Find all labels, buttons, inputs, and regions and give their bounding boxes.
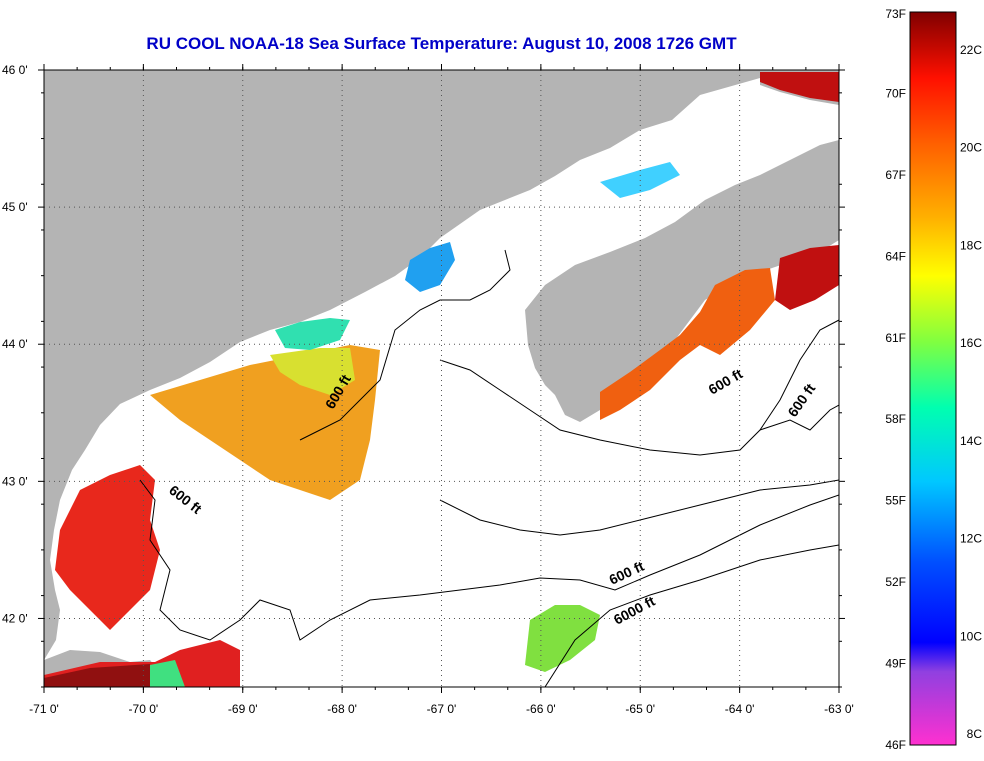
sst-patch-nova-scotia-south (600, 268, 775, 420)
sst-patch-northeast (760, 72, 839, 102)
colorbar-c-label: 16C (960, 336, 982, 350)
sst-patch-georges (525, 605, 600, 672)
lon-tick-label: -70 0' (129, 702, 159, 716)
chart-title: RU COOL NOAA-18 Sea Surface Temperature:… (146, 34, 737, 53)
colorbar-f-label: 52F (885, 575, 906, 589)
lat-tick-label: 44 0' (2, 337, 28, 351)
colorbar-f-label: 73F (885, 7, 906, 21)
colorbar-f-label: 64F (885, 249, 906, 263)
lon-tick-label: -65 0' (625, 702, 655, 716)
lat-tick-label: 45 0' (2, 200, 28, 214)
sst-patch-south-dark (44, 664, 150, 687)
lat-tick-label: 46 0' (2, 63, 28, 77)
lon-ticks: -71 0' -70 0' -69 0' -68 0' -67 0' -66 0' -65 … (29, 64, 854, 716)
sst-patch-bay-fundy (405, 242, 455, 292)
colorbar (909, 11, 957, 746)
sst-patch-coast-maine (275, 318, 350, 350)
lon-tick-label: -66 0' (526, 702, 556, 716)
map-content (44, 70, 839, 687)
land-new-england (44, 70, 760, 660)
colorbar-f-label: 58F (885, 412, 906, 426)
colorbar-c-label: 10C (960, 629, 982, 643)
colorbar-c-label: 18C (960, 238, 982, 252)
colorbar-f-label: 70F (885, 86, 906, 100)
colorbar-c-label: 22C (960, 43, 982, 57)
colorbar-f-label: 61F (885, 331, 906, 345)
lon-tick-label: -67 0' (427, 702, 457, 716)
colorbar-c-label: 20C (960, 141, 982, 155)
lon-tick-label: -63 0' (824, 702, 854, 716)
sst-patch-nova-scotia-east (775, 245, 839, 310)
land-nova-scotia (525, 140, 839, 422)
lon-tick-label: -64 0' (725, 702, 755, 716)
colorbar-c-label: 14C (960, 434, 982, 448)
colorbar-f-label: 46F (885, 738, 906, 752)
colorbar-c-label: 12C (960, 532, 982, 546)
colorbar-f-label: 67F (885, 168, 906, 182)
lat-ticks: 46 0' 45 0' 44 0' 43 0' 42 0' (2, 63, 845, 688)
bathymetry-contours (139, 249, 839, 687)
sst-patch-south-green (150, 660, 185, 687)
lon-tick-label: -71 0' (29, 702, 59, 716)
lat-tick-label: 43 0' (2, 474, 28, 488)
colorbar-fahrenheit-labels: 73F 70F 67F 64F 61F 58F 55F 52F 49F 46F (885, 7, 906, 752)
colorbar-c-label: 8C (967, 727, 983, 741)
colorbar-f-label: 55F (885, 494, 906, 508)
colorbar-f-label: 49F (885, 657, 906, 671)
sst-patch-gulf-core (270, 348, 355, 395)
sst-patch-mass-bay (55, 465, 160, 630)
lon-tick-label: -69 0' (228, 702, 258, 716)
lon-tick-label: -68 0' (327, 702, 357, 716)
lat-tick-label: 42 0' (2, 611, 28, 625)
colorbar-celsius-labels: 22C 20C 18C 16C 14C 12C 10C 8C (960, 43, 982, 741)
